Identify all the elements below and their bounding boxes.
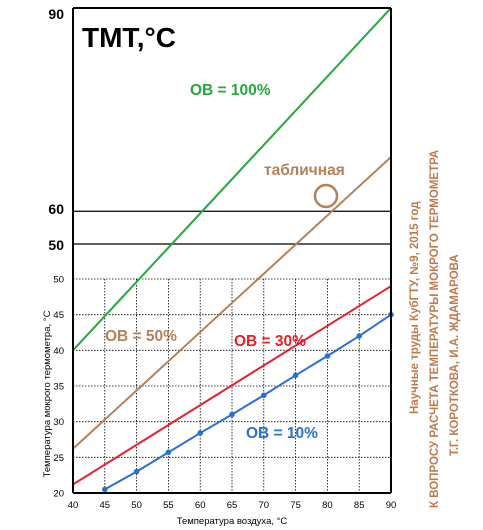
x-tick-70: 70	[259, 500, 270, 511]
y-axis-label: Температура мокрого термометра, °С	[42, 310, 53, 477]
series-point-4-8	[356, 333, 363, 339]
y-tick-upper-90: 90	[48, 6, 64, 22]
series-point-4-6	[292, 372, 299, 379]
caption-title: К ВОПРОСУ РАСЧЕТА ТЕМПЕРАТУРЫ МОКРОГО ТЕ…	[429, 149, 441, 508]
y-tick-lower-20: 20	[53, 489, 64, 500]
series-point-4-3	[197, 430, 203, 436]
y-tick-lower-40: 40	[53, 346, 64, 357]
label-tablichnaya: табличная	[264, 162, 345, 179]
x-tick-85: 85	[354, 500, 365, 511]
series-line-2	[72, 156, 392, 450]
x-tick-90: 90	[386, 500, 397, 511]
caption-journal: Научные труды КубГТУ, №9, 2015 год	[409, 201, 421, 414]
x-axis-label: Температура воздуха, °С	[177, 516, 288, 527]
y-tick-upper-50: 50	[48, 237, 64, 253]
label-ov-30: ОВ = 30%	[234, 333, 306, 350]
caption-authors: Т.Г. КОРОТКОВА, И.А. ЖДАМАРОВА	[449, 254, 461, 456]
series-point-4-5	[261, 392, 267, 399]
x-tick-45: 45	[100, 500, 111, 511]
series-line-3	[72, 285, 392, 486]
x-tick-65: 65	[227, 500, 238, 511]
x-tick-55: 55	[163, 500, 174, 511]
series-point-4-7	[324, 353, 331, 359]
label-ov-50: ОВ = 50%	[105, 328, 177, 345]
series-point-4-1	[133, 468, 140, 475]
x-tick-75: 75	[290, 500, 301, 511]
series-lines	[72, 7, 394, 493]
y-tick-lower-50: 50	[53, 275, 64, 286]
y-tick-lower-45: 45	[53, 310, 64, 321]
y-tick-lower-35: 35	[53, 382, 64, 393]
annotations: ТМТ,°С Температура воздуха, °С Температу…	[42, 22, 345, 527]
y-tick-upper-60: 60	[48, 201, 64, 217]
x-tick-40: 40	[68, 500, 79, 511]
tablichnaya-marker	[313, 183, 339, 209]
x-tick-50: 50	[131, 500, 142, 511]
series-point-4-2	[165, 449, 172, 456]
chart-title: ТМТ,°С	[82, 22, 176, 53]
tick-labels: 40 45 50 55 60 65 70 75 80 85 90 20 25 30 35 40 45 50 50 60…	[48, 6, 396, 511]
x-tick-80: 80	[322, 500, 333, 511]
series-point-4-4	[229, 411, 235, 418]
label-ov-100: ОВ = 100%	[190, 82, 271, 99]
x-tick-60: 60	[195, 500, 206, 511]
axes	[72, 7, 392, 494]
grid-lines	[72, 210, 392, 494]
y-tick-lower-25: 25	[53, 453, 64, 464]
y-tick-lower-30: 30	[53, 417, 64, 428]
series-line-0	[72, 7, 392, 352]
series-line-4	[104, 313, 392, 491]
series-point-4-0	[102, 486, 108, 493]
label-ov-10: ОВ = 10%	[246, 425, 318, 442]
